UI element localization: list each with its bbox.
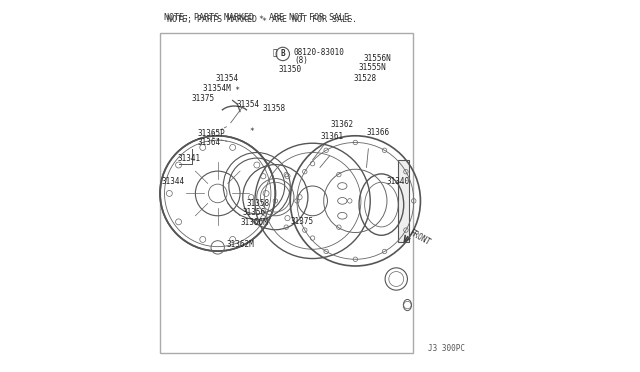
Text: 31350: 31350 — [278, 65, 301, 74]
Text: 31356: 31356 — [243, 208, 266, 217]
Bar — [398, 160, 410, 242]
Text: 31358: 31358 — [246, 199, 269, 208]
Text: Ⓑ: Ⓑ — [273, 48, 277, 57]
Bar — [160, 33, 413, 353]
Text: 31362M: 31362M — [227, 240, 254, 249]
Text: 31555N: 31555N — [358, 63, 386, 72]
Text: 31358: 31358 — [262, 104, 285, 113]
Text: 31354: 31354 — [216, 74, 239, 83]
Text: 31341: 31341 — [178, 154, 201, 163]
Text: 31366M: 31366M — [240, 218, 268, 227]
Text: 31556N: 31556N — [364, 54, 392, 63]
Text: 31344: 31344 — [162, 177, 185, 186]
Text: (8): (8) — [294, 56, 308, 65]
Text: 08120-83010: 08120-83010 — [294, 48, 345, 57]
Text: NOTE; PARTS MARKED ∗ ARE NOT FOR SALE.: NOTE; PARTS MARKED ∗ ARE NOT FOR SALE. — [168, 15, 358, 24]
Text: 31528: 31528 — [353, 74, 376, 83]
Text: 31364: 31364 — [197, 138, 220, 147]
Text: NOTE; PARTS MARKED ∗ ARE NOT FOR SALE.: NOTE; PARTS MARKED ∗ ARE NOT FOR SALE. — [164, 13, 354, 22]
Text: 31354M ∗: 31354M ∗ — [203, 84, 240, 93]
Text: 31354: 31354 — [236, 100, 259, 109]
Text: 31361: 31361 — [321, 132, 344, 141]
Text: 31340: 31340 — [387, 177, 410, 186]
Text: 31375: 31375 — [291, 217, 314, 226]
Text: ∗: ∗ — [250, 125, 254, 134]
Text: 31362: 31362 — [330, 120, 353, 129]
Text: 31366: 31366 — [367, 128, 390, 137]
Text: 31365P: 31365P — [197, 129, 225, 138]
Text: B: B — [280, 49, 285, 58]
Text: 31375: 31375 — [191, 94, 215, 103]
Text: FRONT: FRONT — [408, 228, 432, 248]
Text: J3 300PC: J3 300PC — [428, 344, 465, 353]
